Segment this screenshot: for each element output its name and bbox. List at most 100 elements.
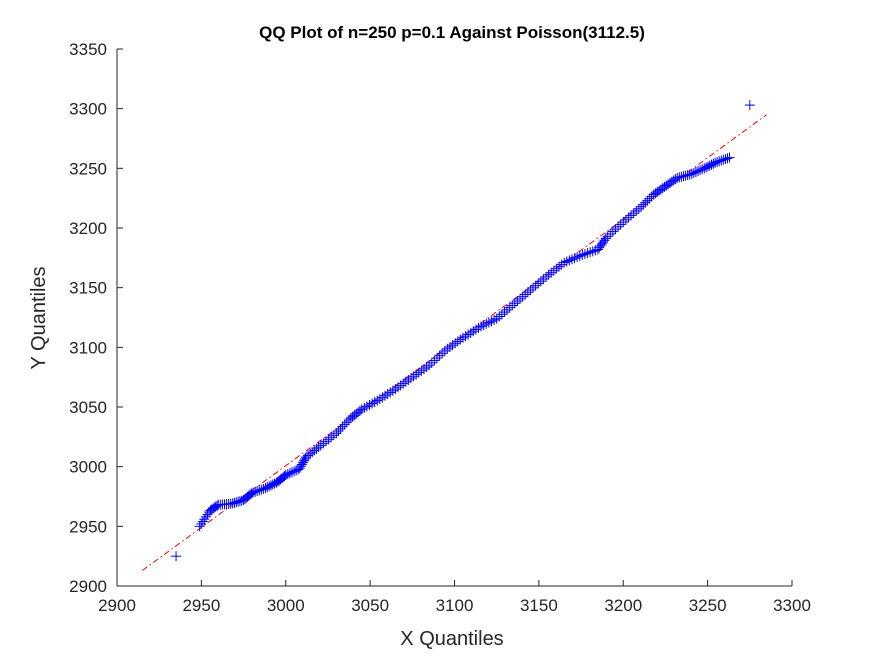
data-point (585, 247, 596, 258)
data-point (533, 278, 544, 289)
data-point (408, 371, 419, 382)
data-point (385, 387, 396, 398)
data-point (618, 217, 629, 228)
x-tick-label: 3300 (773, 596, 811, 615)
data-point (640, 197, 651, 208)
data-point (460, 331, 471, 342)
data-point (403, 374, 414, 385)
data-point (502, 304, 513, 315)
data-point (333, 426, 344, 437)
data-point (623, 212, 634, 223)
data-point (582, 248, 593, 259)
data-point (335, 423, 346, 434)
data-point (444, 341, 455, 352)
axes: 2900 2950 3000 3050 3100 3150 3200 3250 3300 2900… (69, 40, 811, 615)
data-point (610, 224, 621, 235)
x-tick-label: 3100 (436, 596, 474, 615)
data-point (577, 249, 588, 260)
y-tick-label: 2900 (69, 577, 107, 596)
data-point (393, 382, 404, 393)
data-point (530, 280, 541, 291)
data-point (590, 245, 601, 256)
data-point (633, 203, 644, 214)
y-tick-label: 3200 (69, 219, 107, 238)
y-axis-label: Y Quantiles (28, 266, 50, 369)
data-point (318, 438, 329, 449)
data-point (569, 253, 580, 264)
data-point (499, 307, 510, 318)
data-point (421, 362, 432, 373)
y-tick-label: 3350 (69, 40, 107, 59)
data-point (528, 282, 539, 293)
data-point (504, 302, 515, 313)
data-point (426, 357, 437, 368)
data-point (206, 504, 217, 515)
data-point (326, 432, 337, 443)
data-point (509, 298, 520, 309)
data-point (447, 340, 458, 351)
data-point (377, 392, 388, 403)
data-point (470, 324, 481, 335)
x-tick-label: 3050 (351, 596, 389, 615)
data-point (367, 398, 378, 409)
data-point (525, 285, 536, 296)
data-point (205, 505, 216, 516)
data-point (416, 365, 427, 376)
data-point (556, 259, 567, 270)
y-tick-label: 3150 (69, 279, 107, 298)
data-point (473, 322, 484, 333)
data-point (710, 157, 721, 168)
data-point (374, 394, 385, 405)
data-point (626, 210, 637, 221)
data-point (515, 293, 526, 304)
x-tick-label: 3000 (267, 596, 305, 615)
data-point (615, 219, 626, 230)
y-tick-label: 3000 (69, 458, 107, 477)
data-point (520, 289, 531, 300)
data-point (382, 389, 393, 400)
x-tick-label: 3200 (604, 596, 642, 615)
data-point (574, 250, 585, 261)
data-point (315, 440, 326, 451)
data-point (463, 329, 474, 340)
data-point (256, 484, 267, 495)
data-point (695, 165, 706, 176)
data-point (620, 214, 631, 225)
data-point (579, 249, 590, 260)
data-point (693, 166, 704, 177)
data-point (512, 296, 523, 307)
data-point (457, 332, 468, 343)
data-point (724, 152, 735, 163)
x-tick-label: 2950 (182, 596, 220, 615)
data-point (390, 384, 401, 395)
data-point (600, 233, 611, 244)
data-point (339, 419, 350, 430)
data-point (465, 327, 476, 338)
data-point (395, 380, 406, 391)
data-point (602, 231, 613, 242)
data-point (644, 193, 655, 204)
data-point (284, 468, 295, 479)
data-point (684, 169, 695, 180)
y-tick-label: 3300 (69, 100, 107, 119)
y-tick-label: 3050 (69, 398, 107, 417)
data-point (553, 261, 564, 272)
data-point (561, 256, 572, 267)
data-point (718, 154, 729, 165)
data-point (548, 265, 559, 276)
data-point (564, 255, 575, 266)
data-point (481, 318, 492, 329)
data-point (697, 164, 708, 175)
x-axis-label: X Quantiles (400, 628, 503, 650)
data-point (434, 350, 445, 361)
data-point (551, 263, 562, 274)
data-point (517, 291, 528, 302)
data-point (286, 467, 297, 478)
data-point (313, 442, 324, 453)
data-point (437, 348, 448, 359)
data-point (361, 401, 372, 412)
data-point (494, 311, 505, 322)
data-point (418, 363, 429, 374)
